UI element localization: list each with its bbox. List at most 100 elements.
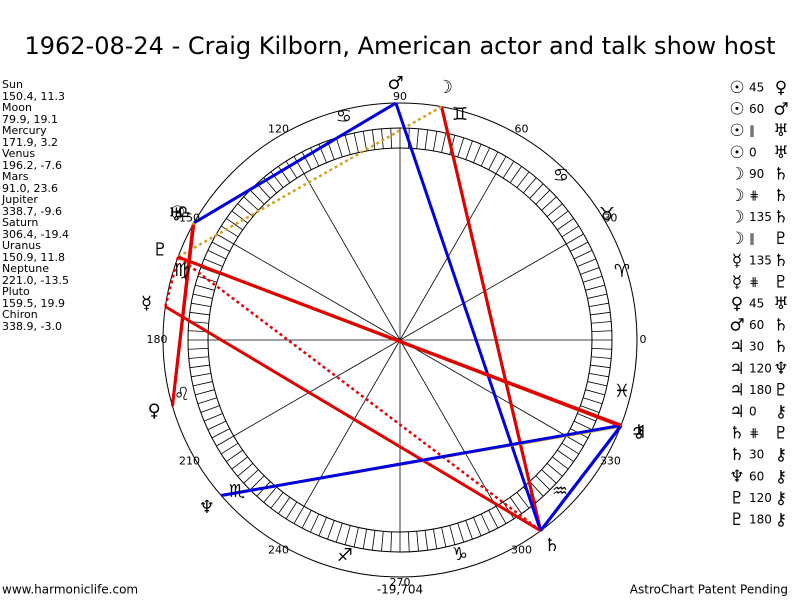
aspect-to: ⚷ bbox=[775, 445, 787, 465]
aspect-angle: ⋕ bbox=[749, 275, 759, 289]
ring-tick bbox=[278, 166, 291, 183]
planet-position: 171.9, 3.2 bbox=[2, 136, 58, 149]
planet-name: Mercury bbox=[2, 124, 47, 137]
ring-tick bbox=[541, 469, 557, 484]
ring-tick bbox=[585, 389, 605, 396]
ring-tick bbox=[189, 364, 210, 369]
ring-tick bbox=[189, 311, 210, 316]
aspect-to: ♅ bbox=[773, 294, 788, 314]
ring-tick bbox=[237, 203, 254, 217]
sign-glyph: ♑ bbox=[452, 544, 468, 565]
ring-tick bbox=[285, 501, 298, 520]
ring-tick bbox=[589, 372, 609, 378]
planet-name: Neptune bbox=[2, 262, 49, 275]
ring-tick bbox=[591, 356, 612, 359]
aspect-to: ⚷ bbox=[775, 488, 787, 508]
aspect-angle: 90 bbox=[749, 167, 764, 181]
aspect-line bbox=[193, 101, 397, 225]
ring-tick bbox=[441, 527, 447, 548]
ring-tick bbox=[195, 284, 215, 291]
ring-tick bbox=[424, 129, 429, 150]
ring-tick bbox=[573, 420, 593, 430]
ring-tick bbox=[188, 356, 209, 359]
planet-position: 338.9, -3.0 bbox=[2, 320, 62, 333]
spoke bbox=[399, 339, 497, 507]
planet-glyph: ♃ bbox=[630, 422, 646, 443]
ring-tick bbox=[220, 442, 239, 455]
aspect-from: ☽ bbox=[729, 208, 744, 228]
degree-label: 180 bbox=[147, 333, 168, 346]
ring-tick bbox=[416, 531, 419, 552]
ring-tick bbox=[432, 131, 438, 151]
outer-circle bbox=[162, 102, 638, 578]
ring-tick bbox=[587, 381, 608, 387]
ring-tick bbox=[353, 132, 359, 153]
planet-position: 91.0, 23.6 bbox=[2, 182, 58, 195]
ring-tick bbox=[416, 128, 419, 149]
aspect-to: ♄ bbox=[773, 316, 788, 336]
ring-tick bbox=[353, 527, 359, 548]
ring-tick bbox=[465, 520, 473, 540]
ring-tick bbox=[509, 497, 522, 514]
spoke bbox=[399, 339, 567, 437]
ring-tick bbox=[546, 463, 563, 477]
aspect-angle: 180 bbox=[749, 383, 772, 397]
ring-tick bbox=[566, 435, 584, 447]
ring-tick bbox=[249, 189, 265, 205]
ring-tick bbox=[362, 529, 368, 549]
ring-tick bbox=[211, 241, 230, 252]
aspect-to: ♇ bbox=[773, 424, 788, 444]
wheel-labels: 0 30 60 90 120 150 180 210 240 270 300 330 ♈ ♉ ♋ ♊ ♋ ♎ ♍ ♌ ♏… bbox=[141, 73, 647, 589]
degree-label: 240 bbox=[268, 543, 289, 556]
planet-glyph: ♂ bbox=[387, 73, 403, 94]
planet-position: 79.9, 19.1 bbox=[2, 113, 58, 126]
title: 1962-08-24 - Craig Kilborn, American act… bbox=[24, 32, 775, 60]
spoke bbox=[303, 339, 401, 507]
ring-tick bbox=[203, 258, 223, 267]
aspect-angle: 45 bbox=[749, 297, 764, 311]
ring-tick bbox=[371, 530, 376, 551]
ring-tick bbox=[293, 156, 305, 174]
spoke bbox=[303, 173, 401, 341]
aspect-angle: 120 bbox=[749, 491, 772, 505]
aspect-from: ☉ bbox=[729, 78, 744, 98]
ring-tick bbox=[589, 302, 609, 308]
ring-tick bbox=[457, 522, 465, 543]
planet-name: Mars bbox=[2, 170, 29, 183]
ring-tick bbox=[585, 284, 605, 291]
ring-tick bbox=[237, 463, 254, 477]
degree-label: 150 bbox=[179, 212, 200, 225]
ring-tick bbox=[285, 160, 298, 179]
aspect-angle: 30 bbox=[749, 448, 764, 462]
aspect-angle: ∥ bbox=[749, 124, 755, 138]
ring-tick bbox=[207, 250, 227, 260]
ring-tick bbox=[552, 210, 569, 224]
ring-tick bbox=[561, 225, 580, 238]
planet-name: Venus bbox=[2, 147, 35, 160]
aspect-from: ♃ bbox=[729, 337, 744, 357]
aspect-from: ♄ bbox=[729, 445, 744, 465]
aspect-line bbox=[220, 423, 622, 497]
aspect-from: ☉ bbox=[729, 121, 744, 141]
ring-tick bbox=[390, 531, 393, 552]
planet-glyph: ⚷ bbox=[632, 421, 645, 442]
aspect-line bbox=[177, 255, 622, 427]
ring-tick bbox=[523, 177, 537, 194]
planet-name: Sun bbox=[2, 78, 23, 91]
aspect-from: ♂ bbox=[729, 316, 744, 336]
aspect-to: ♇ bbox=[773, 380, 788, 400]
ring-tick bbox=[216, 435, 234, 447]
aspect-from: ☿ bbox=[732, 272, 742, 292]
sign-glyph: ♒ bbox=[552, 481, 568, 502]
planet-position: 150.9, 11.8 bbox=[2, 251, 65, 264]
ring-tick bbox=[582, 397, 603, 405]
ring-tick bbox=[535, 475, 551, 491]
ring-tick bbox=[211, 428, 230, 439]
wheel-ring bbox=[162, 102, 638, 578]
sign-glyph: ♐ bbox=[337, 545, 353, 566]
planet-position: 196.2, -7.6 bbox=[2, 159, 62, 172]
aspect-line bbox=[164, 256, 180, 307]
aspect-from: ♄ bbox=[729, 424, 744, 444]
ring-tick bbox=[243, 196, 259, 211]
